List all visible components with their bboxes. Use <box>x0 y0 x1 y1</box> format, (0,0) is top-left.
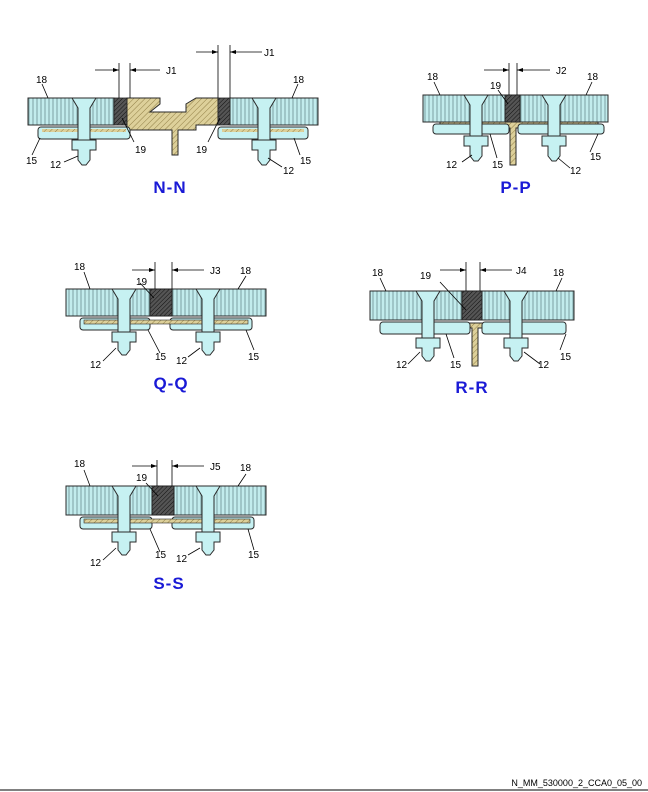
callout-12-left: 12 <box>446 160 458 171</box>
strap-right <box>517 123 605 135</box>
panel-left <box>65 288 151 317</box>
structure <box>83 319 249 325</box>
callout-12-right: 12 <box>176 554 188 565</box>
section-p-p: 18 18 19 12 15 12 15 J2 P-P <box>422 63 609 197</box>
dim-label-j5: J5 <box>210 462 221 473</box>
dim-label-j4: J4 <box>516 266 527 277</box>
panel-right <box>173 485 267 516</box>
callout-18-left: 18 <box>36 75 48 86</box>
callout-15-right: 15 <box>248 352 260 363</box>
section-title-p-p: P-P <box>500 178 531 197</box>
bolt-right <box>195 288 221 356</box>
dimension-j5 <box>132 460 204 486</box>
callout-18-right: 18 <box>553 268 565 279</box>
bolt-right <box>541 94 567 162</box>
callout-19: 19 <box>136 277 148 288</box>
callout-12-right: 12 <box>283 166 295 177</box>
section-r-r: 18 18 19 12 15 12 15 J4 R-R <box>369 262 575 397</box>
section-q-q: 18 18 19 12 15 12 15 J3 Q-Q <box>65 262 267 393</box>
callout-12-right: 12 <box>176 356 188 367</box>
section-title-s-s: S-S <box>153 574 184 593</box>
dim-label-j1-left: J1 <box>166 66 177 77</box>
callout-15-left: 15 <box>26 156 38 167</box>
bolt-right <box>251 97 277 166</box>
callout-15-right: 15 <box>300 156 312 167</box>
bolt-left <box>71 97 97 166</box>
dimension-j1-left <box>95 63 160 98</box>
callout-19: 19 <box>420 271 432 282</box>
callout-15-right: 15 <box>248 550 260 561</box>
section-title-r-r: R-R <box>455 378 488 397</box>
callout-12-left: 12 <box>90 360 102 371</box>
structure <box>83 518 251 524</box>
callout-18-left: 18 <box>74 459 86 470</box>
bolt-right <box>503 290 529 362</box>
callout-18-right: 18 <box>293 75 305 86</box>
section-s-s: 18 18 19 12 15 12 15 J5 S-S <box>65 459 267 593</box>
callout-15-left: 15 <box>155 352 167 363</box>
dimension-j4 <box>440 262 512 291</box>
dim-label-j1-top: J1 <box>264 48 275 59</box>
callout-12-right: 12 <box>570 166 582 177</box>
callout-18-right: 18 <box>240 266 252 277</box>
callout-15-right: 15 <box>590 152 602 163</box>
panel-right <box>171 288 267 317</box>
callout-18-left: 18 <box>427 72 439 83</box>
callout-15-right: 15 <box>560 352 572 363</box>
dim-label-j3: J3 <box>210 266 221 277</box>
seal <box>149 288 173 317</box>
callout-18-right: 18 <box>240 463 252 474</box>
section-title-q-q: Q-Q <box>153 374 188 393</box>
structure <box>126 97 219 156</box>
section-n-n: 18 18 15 15 12 12 19 19 J1 J1 N-N <box>26 45 319 197</box>
callout-18-left: 18 <box>74 262 86 273</box>
callout-12-right: 12 <box>538 360 550 371</box>
callout-15-left: 15 <box>492 160 504 171</box>
section-title-n-n: N-N <box>153 178 186 197</box>
dimension-j1-top <box>196 45 262 98</box>
seal <box>504 94 521 123</box>
seal-right <box>217 97 231 126</box>
seal <box>151 485 175 516</box>
bolt-left <box>463 94 489 162</box>
callout-19: 19 <box>490 81 502 92</box>
dim-label-j2: J2 <box>556 66 567 77</box>
panel-left <box>65 485 153 516</box>
bolt-left <box>415 290 441 362</box>
callout-18-left: 18 <box>372 268 384 279</box>
seal-left <box>113 97 128 126</box>
bolt-left <box>111 485 137 556</box>
bolt-right <box>195 485 221 556</box>
callout-12-left: 12 <box>90 558 102 569</box>
panel-right <box>481 290 575 321</box>
callout-15-left: 15 <box>450 360 462 371</box>
callout-15-left: 15 <box>155 550 167 561</box>
panel-left <box>27 97 115 126</box>
drawing-reference: N_MM_530000_2_CCA0_05_00 <box>511 778 642 788</box>
callout-19-right: 19 <box>196 145 208 156</box>
callout-12-left: 12 <box>50 160 62 171</box>
seal <box>461 290 483 321</box>
callout-19: 19 <box>136 473 148 484</box>
callout-12-left: 12 <box>396 360 408 371</box>
panel-left <box>422 94 506 123</box>
strap-right <box>481 321 567 335</box>
panel-left <box>369 290 463 321</box>
callout-19-left: 19 <box>135 145 147 156</box>
callout-18-right: 18 <box>587 72 599 83</box>
bolt-left <box>111 288 137 356</box>
